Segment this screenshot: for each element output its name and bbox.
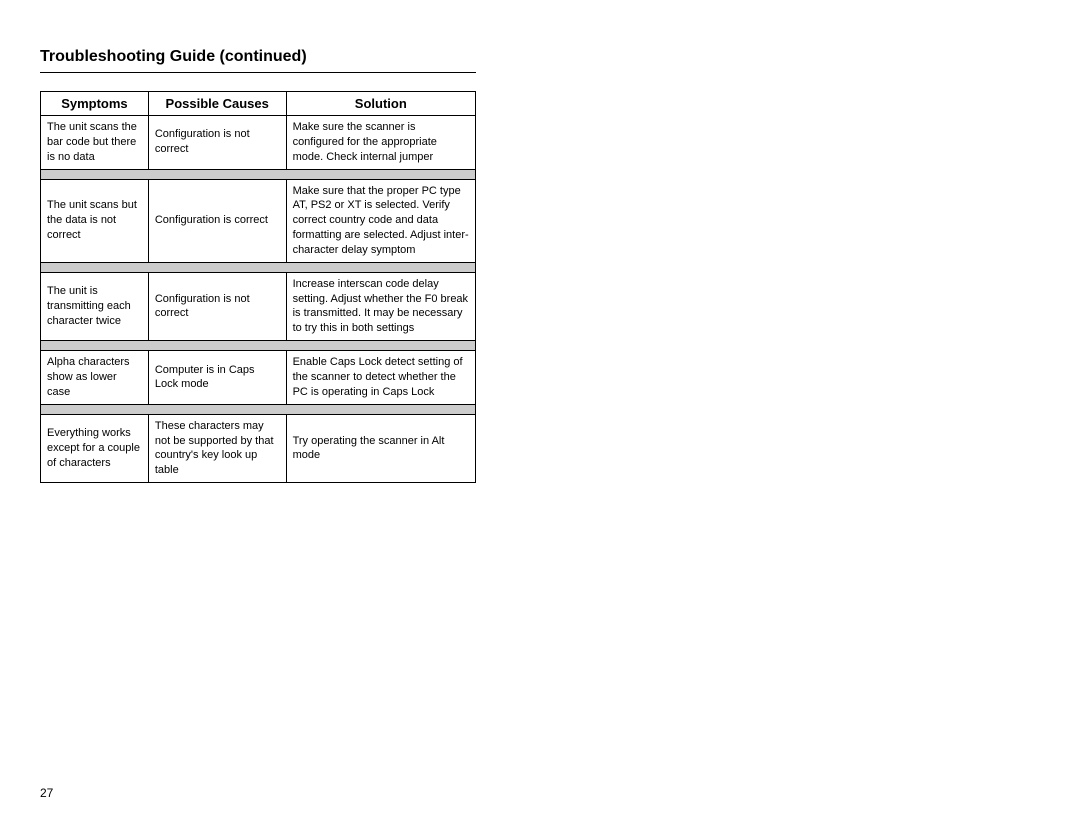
cell-symptom: Alpha characters show as lower case — [41, 351, 149, 405]
page-number: 27 — [40, 786, 53, 800]
cell-cause: Configuration is not correct — [148, 116, 286, 170]
cell-cause: These characters may not be supported by… — [148, 414, 286, 482]
table-row: The unit scans the bar code but there is… — [41, 116, 476, 170]
table-separator — [41, 169, 476, 179]
table-separator — [41, 404, 476, 414]
table-separator — [41, 262, 476, 272]
table-row: Alpha characters show as lower case Comp… — [41, 351, 476, 405]
header-causes: Possible Causes — [148, 92, 286, 116]
page-title: Troubleshooting Guide (continued) — [40, 48, 476, 73]
cell-cause: Configuration is correct — [148, 179, 286, 262]
cell-symptom: The unit is transmitting each character … — [41, 272, 149, 340]
troubleshooting-table: Symptoms Possible Causes Solution The un… — [40, 91, 476, 483]
cell-cause: Configuration is not correct — [148, 272, 286, 340]
cell-symptom: The unit scans the bar code but there is… — [41, 116, 149, 170]
cell-cause: Computer is in Caps Lock mode — [148, 351, 286, 405]
table-separator — [41, 341, 476, 351]
table-row: The unit is transmitting each character … — [41, 272, 476, 340]
cell-symptom: Everything works except for a couple of … — [41, 414, 149, 482]
cell-solution: Make sure the scanner is configured for … — [286, 116, 475, 170]
table-header-row: Symptoms Possible Causes Solution — [41, 92, 476, 116]
table-row: Everything works except for a couple of … — [41, 414, 476, 482]
table-row: The unit scans but the data is not corre… — [41, 179, 476, 262]
header-symptoms: Symptoms — [41, 92, 149, 116]
cell-solution: Make sure that the proper PC type AT, PS… — [286, 179, 475, 262]
cell-symptom: The unit scans but the data is not corre… — [41, 179, 149, 262]
cell-solution: Increase interscan code delay setting. A… — [286, 272, 475, 340]
cell-solution: Enable Caps Lock detect setting of the s… — [286, 351, 475, 405]
header-solution: Solution — [286, 92, 475, 116]
cell-solution: Try operating the scanner in Alt mode — [286, 414, 475, 482]
